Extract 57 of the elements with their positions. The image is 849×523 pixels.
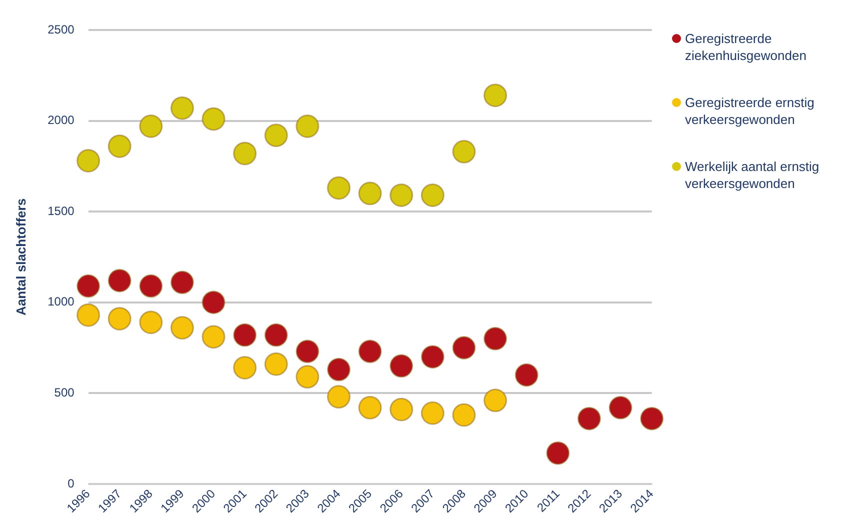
point bbox=[139, 310, 163, 334]
point bbox=[139, 114, 163, 138]
point bbox=[202, 290, 226, 314]
legend-label: Werkelijk aantal ernstig verkeersgewonden bbox=[685, 158, 820, 192]
y-tick-label: 0 bbox=[68, 476, 75, 490]
point bbox=[358, 340, 382, 364]
point bbox=[76, 148, 100, 172]
point bbox=[108, 306, 132, 330]
point bbox=[452, 336, 476, 360]
y-tick-label: 2500 bbox=[48, 22, 75, 36]
y-tick-label: 500 bbox=[54, 385, 75, 400]
point bbox=[420, 183, 444, 207]
legend-label: Geregistreerde ernstig verkeersgewonden bbox=[685, 94, 816, 128]
point bbox=[484, 84, 508, 108]
point bbox=[577, 406, 601, 430]
point bbox=[296, 340, 320, 364]
point bbox=[390, 183, 414, 207]
point bbox=[170, 316, 194, 340]
point bbox=[358, 182, 382, 206]
point bbox=[390, 398, 414, 422]
y-tick-label: 1000 bbox=[48, 294, 75, 309]
y-tick-label: 1500 bbox=[48, 204, 75, 218]
point bbox=[327, 176, 350, 200]
point bbox=[484, 326, 508, 350]
point bbox=[420, 401, 444, 425]
point bbox=[546, 441, 570, 465]
point bbox=[76, 274, 100, 298]
point bbox=[420, 345, 444, 369]
point bbox=[202, 325, 226, 349]
point bbox=[233, 323, 257, 347]
point bbox=[264, 124, 288, 148]
point bbox=[390, 354, 414, 378]
y-tick-label: 2000 bbox=[48, 113, 75, 128]
point bbox=[358, 396, 382, 420]
y-axis-title: Aantal slachtoffers bbox=[13, 198, 28, 316]
point bbox=[452, 403, 476, 427]
point bbox=[514, 363, 538, 387]
point bbox=[484, 388, 508, 412]
point bbox=[233, 142, 257, 166]
point bbox=[327, 358, 350, 382]
point bbox=[452, 140, 476, 164]
point bbox=[108, 134, 132, 158]
point bbox=[170, 270, 194, 294]
point bbox=[608, 396, 632, 420]
point bbox=[327, 385, 350, 409]
legend-label: Geregistreerde ziekenhuisgewonden bbox=[685, 30, 808, 64]
point bbox=[296, 114, 320, 138]
point bbox=[233, 356, 257, 380]
point bbox=[640, 406, 664, 430]
point bbox=[108, 268, 132, 292]
point bbox=[296, 365, 320, 389]
point bbox=[170, 96, 194, 120]
point bbox=[264, 323, 288, 347]
point bbox=[202, 107, 226, 131]
point bbox=[76, 303, 100, 327]
point bbox=[264, 352, 288, 376]
point bbox=[139, 274, 163, 298]
